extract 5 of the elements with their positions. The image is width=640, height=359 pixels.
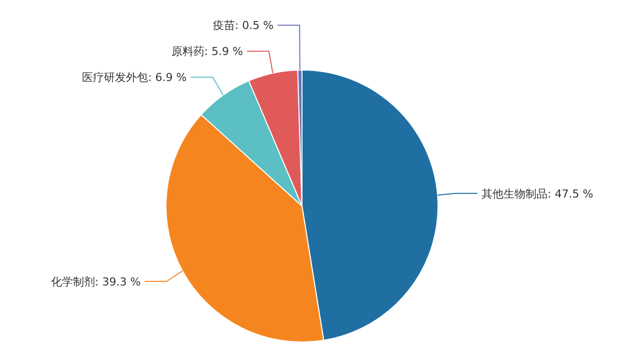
slice-label: 化学制剂: 39.3 % (51, 275, 141, 288)
slice-label: 疫苗: 0.5 % (212, 19, 274, 32)
slice-label: 其他生物制品: 47.5 % (482, 187, 594, 200)
slice-label: 医疗研发外包: 6.9 % (82, 71, 187, 84)
slice-label: 原料药: 5.9 % (171, 45, 243, 58)
